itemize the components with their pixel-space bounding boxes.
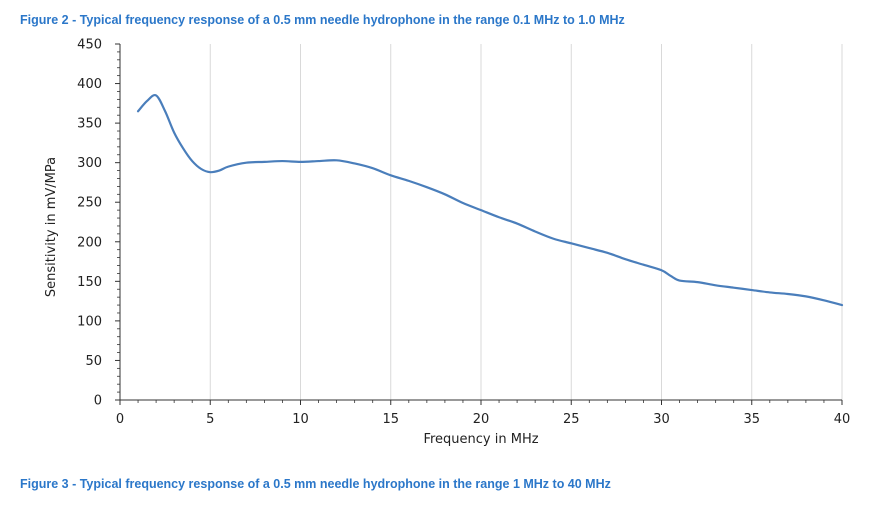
x-tick-label: 15: [382, 412, 399, 427]
y-tick-label: 50: [85, 354, 102, 369]
x-tick-label: 40: [834, 412, 851, 427]
figure-2-caption: Figure 2 - Typical frequency response of…: [20, 13, 625, 27]
tick-labels: 0 50 100 150 200 250 300 350 400 450 0 5 10 15 20 25 30 3…: [77, 38, 850, 428]
x-tick-label: 25: [563, 412, 580, 427]
x-tick-label: 20: [473, 412, 490, 427]
x-tick-label: 30: [653, 412, 670, 427]
series-layer: [136, 93, 844, 307]
x-tick-label: 5: [206, 412, 214, 427]
tick-marks: [115, 43, 843, 405]
x-axis-title: Frequency in MHz: [423, 432, 538, 447]
y-tick-label: 450: [77, 38, 102, 53]
y-tick-label: 0: [94, 394, 102, 409]
y-tick-label: 200: [77, 235, 102, 250]
sensitivity-series-line: [136, 93, 844, 307]
y-tick-label: 250: [77, 196, 102, 211]
y-tick-label: 300: [77, 156, 102, 171]
grid-lines: [209, 44, 843, 400]
x-tick-label: 10: [292, 412, 309, 427]
y-tick-label: 100: [77, 314, 102, 329]
y-axis-title: Sensitivity in mV/MPa: [44, 157, 59, 297]
x-tick-label: 35: [743, 412, 760, 427]
y-tick-label: 150: [77, 275, 102, 290]
y-tick-label: 400: [77, 77, 102, 92]
y-tick-label: 350: [77, 117, 102, 132]
x-tick-label: 0: [116, 412, 124, 427]
figure-3-caption: Figure 3 - Typical frequency response of…: [20, 477, 611, 491]
frequency-response-chart: 0 50 100 150 200 250 300 350 400 450 0 5 10 15 20 25 30 3…: [44, 38, 850, 448]
